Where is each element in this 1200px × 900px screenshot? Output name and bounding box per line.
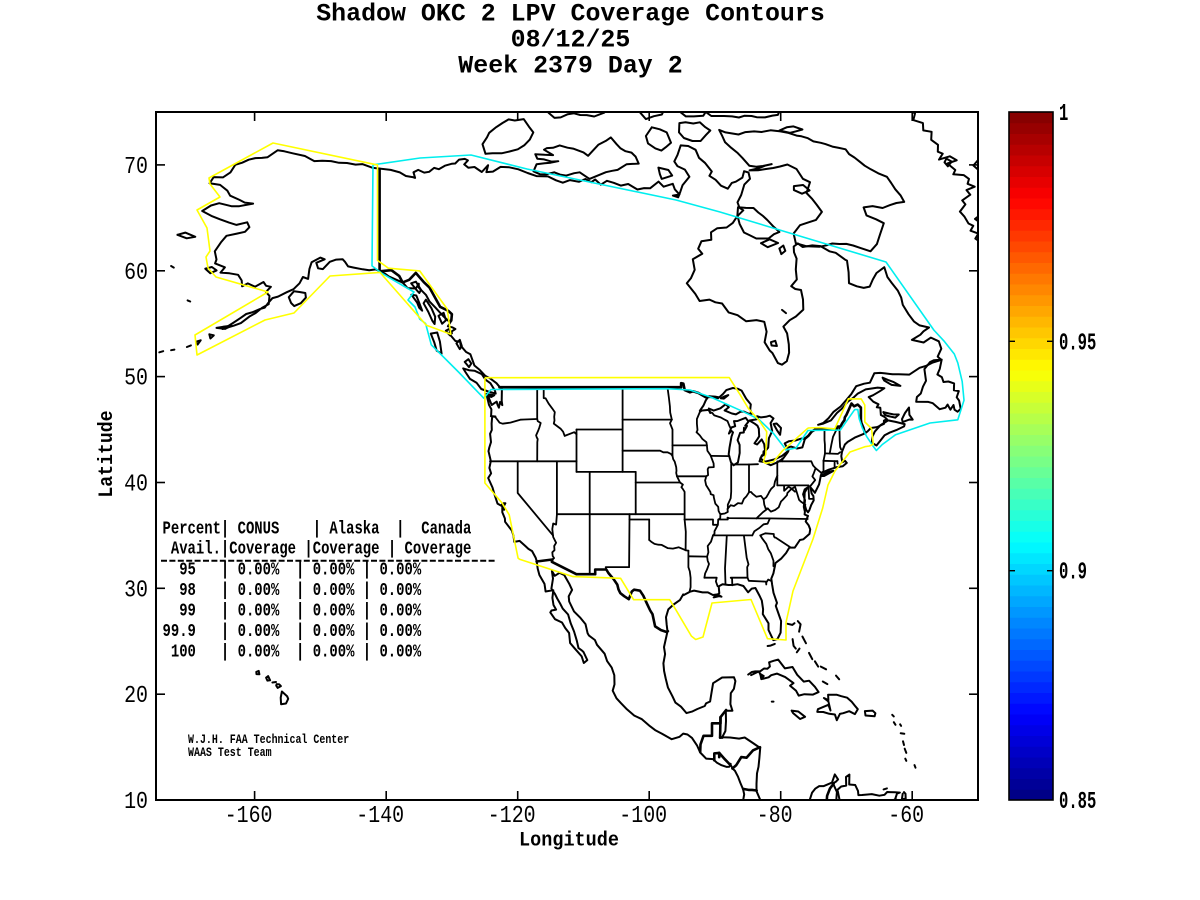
svg-text:Shadow OKC 2 LPV Coverage Cont: Shadow OKC 2 LPV Coverage Contours <box>316 0 825 29</box>
svg-text:100 | 0.00% | 0.00% | 0.00%: 100 | 0.00% | 0.00% | 0.00% <box>163 641 422 663</box>
svg-text:70: 70 <box>124 154 148 181</box>
svg-text:Week 2379 Day 2: Week 2379 Day 2 <box>458 52 682 81</box>
svg-text:0.9: 0.9 <box>1059 560 1087 587</box>
svg-text:Avail.|Coverage |Coverage | Co: Avail.|Coverage |Coverage | Coverage <box>163 538 472 560</box>
svg-text:WAAS Test Team: WAAS Test Team <box>188 745 272 760</box>
svg-text:98 | 0.00% | 0.00% | 0.00%: 98 | 0.00% | 0.00% | 0.00% <box>163 579 422 601</box>
svg-text:-80: -80 <box>757 803 793 830</box>
svg-text:0.95: 0.95 <box>1059 330 1096 357</box>
svg-text:-160: -160 <box>225 803 273 830</box>
svg-text:1: 1 <box>1059 101 1068 128</box>
svg-text:-100: -100 <box>619 803 667 830</box>
svg-text:Longitude: Longitude <box>519 830 619 853</box>
svg-text:-120: -120 <box>488 803 536 830</box>
svg-text:Percent| CONUS | Alaska |: Percent| CONUS | Alaska | Canada <box>163 518 472 540</box>
svg-text:95 | 0.00% | 0.00% | 0.00%: 95 | 0.00% | 0.00% | 0.00% <box>163 559 422 581</box>
svg-text:30: 30 <box>124 577 148 604</box>
svg-text:W.J.H. FAA Technical Center: W.J.H. FAA Technical Center <box>188 732 349 747</box>
svg-text:-60: -60 <box>888 803 924 830</box>
svg-text:Latitude: Latitude <box>96 410 119 497</box>
svg-text:0.85: 0.85 <box>1059 789 1096 816</box>
svg-text:10: 10 <box>124 789 148 816</box>
svg-text:-140: -140 <box>356 803 404 830</box>
svg-text:50: 50 <box>124 366 148 393</box>
svg-text:99 | 0.00% | 0.00% | 0.00%: 99 | 0.00% | 0.00% | 0.00% <box>163 600 422 622</box>
svg-text:20: 20 <box>124 683 148 710</box>
svg-text:99.9 | 0.00% | 0.00% | 0.00: 99.9 | 0.00% | 0.00% | 0.00% <box>163 620 422 642</box>
svg-text:60: 60 <box>124 260 148 287</box>
svg-text:40: 40 <box>124 472 148 499</box>
svg-text:08/12/25: 08/12/25 <box>511 26 631 55</box>
